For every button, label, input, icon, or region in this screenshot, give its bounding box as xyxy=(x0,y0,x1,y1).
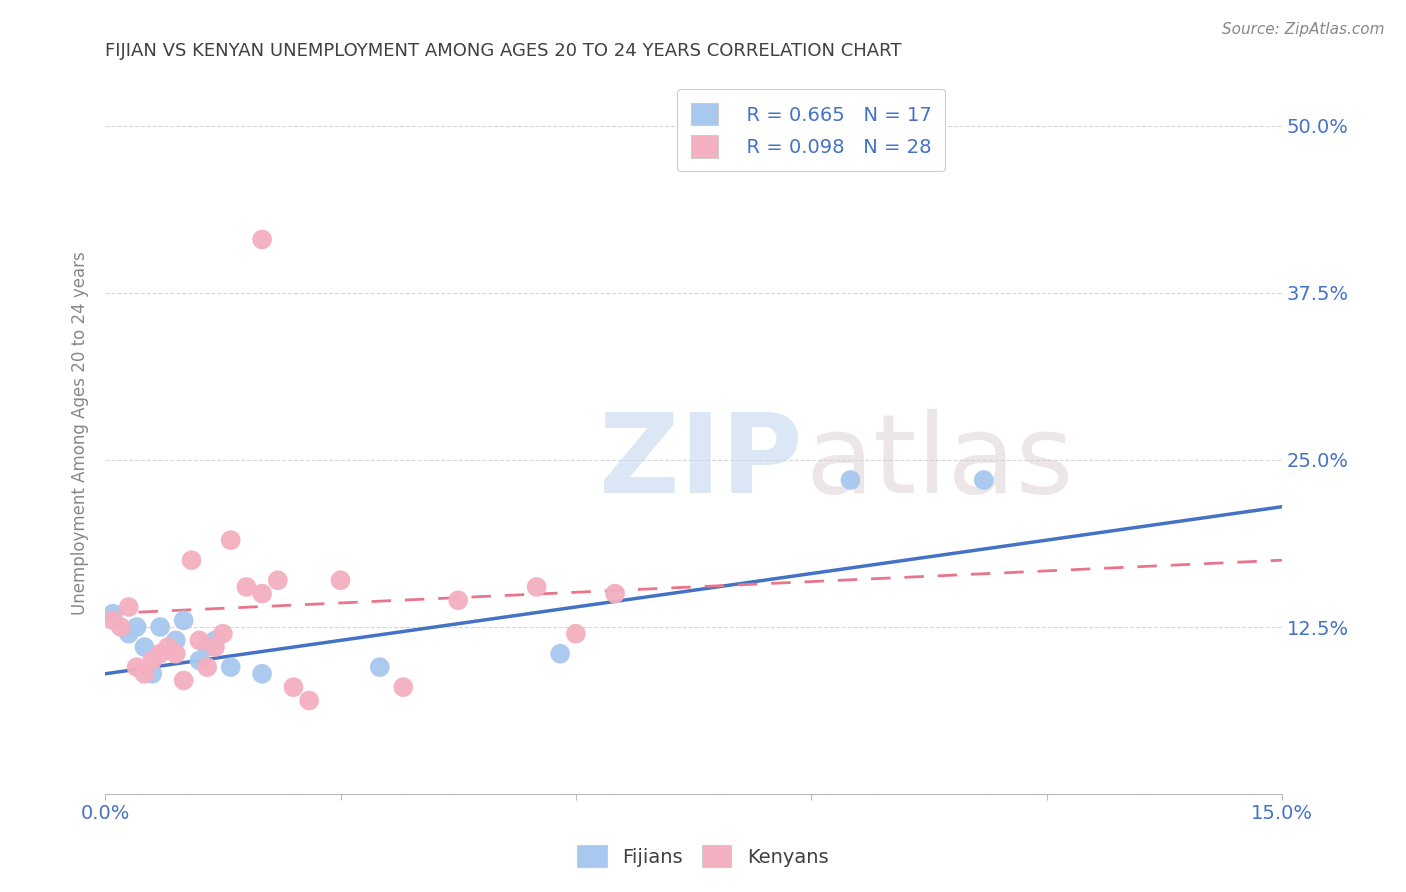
Text: Source: ZipAtlas.com: Source: ZipAtlas.com xyxy=(1222,22,1385,37)
Point xyxy=(219,533,242,548)
Point xyxy=(125,620,148,634)
Point xyxy=(101,607,124,621)
Point xyxy=(149,620,172,634)
Point xyxy=(204,640,226,654)
Point xyxy=(195,660,218,674)
Point xyxy=(329,573,352,587)
Point xyxy=(180,553,202,567)
Point xyxy=(447,593,470,607)
Point xyxy=(219,660,242,674)
Y-axis label: Unemployment Among Ages 20 to 24 years: Unemployment Among Ages 20 to 24 years xyxy=(72,252,89,615)
Point xyxy=(173,673,195,688)
Point xyxy=(212,626,235,640)
Point xyxy=(149,647,172,661)
Point xyxy=(110,620,132,634)
Point xyxy=(839,473,862,487)
Point xyxy=(526,580,548,594)
Point xyxy=(250,666,273,681)
Point xyxy=(118,599,141,614)
Point xyxy=(134,640,156,654)
Point xyxy=(141,653,163,667)
Point xyxy=(188,653,211,667)
Point xyxy=(298,693,321,707)
Point xyxy=(250,232,273,246)
Legend: Fijians, Kenyans: Fijians, Kenyans xyxy=(569,837,837,875)
Text: FIJIAN VS KENYAN UNEMPLOYMENT AMONG AGES 20 TO 24 YEARS CORRELATION CHART: FIJIAN VS KENYAN UNEMPLOYMENT AMONG AGES… xyxy=(105,42,901,60)
Point xyxy=(235,580,257,594)
Point xyxy=(125,660,148,674)
Point xyxy=(368,660,391,674)
Point xyxy=(165,633,187,648)
Point xyxy=(548,647,571,661)
Point xyxy=(392,680,415,694)
Point xyxy=(250,586,273,600)
Point xyxy=(118,626,141,640)
Point xyxy=(188,633,211,648)
Point xyxy=(134,666,156,681)
Point xyxy=(165,647,187,661)
Point xyxy=(973,473,995,487)
Point xyxy=(603,586,626,600)
Point xyxy=(283,680,305,694)
Point xyxy=(195,640,218,654)
Point xyxy=(141,666,163,681)
Point xyxy=(173,613,195,627)
Text: atlas: atlas xyxy=(806,409,1074,516)
Legend:   R = 0.665   N = 17,   R = 0.098   N = 28: R = 0.665 N = 17, R = 0.098 N = 28 xyxy=(678,89,945,171)
Text: ZIP: ZIP xyxy=(599,409,803,516)
Point xyxy=(101,613,124,627)
Point xyxy=(204,633,226,648)
Point xyxy=(156,640,179,654)
Point xyxy=(267,573,290,587)
Point xyxy=(565,626,588,640)
